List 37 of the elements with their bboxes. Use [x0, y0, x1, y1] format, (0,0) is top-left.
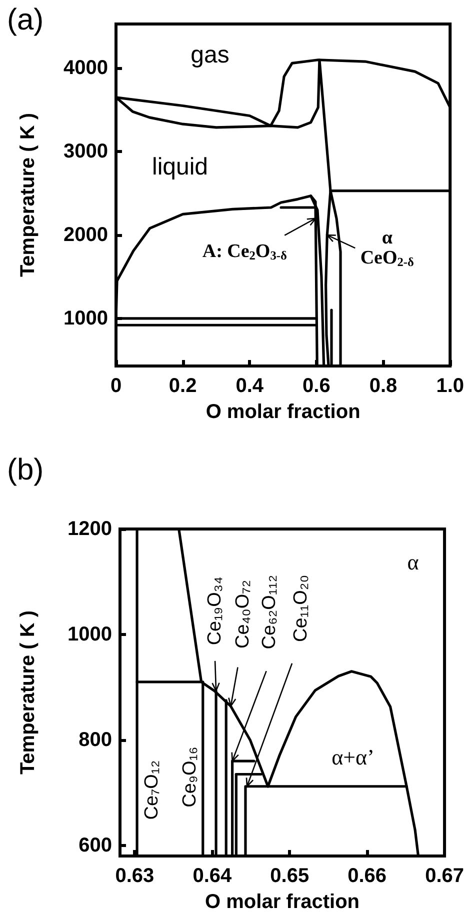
annotation: α [407, 550, 420, 574]
x-tick-label: 0.4 [236, 375, 264, 397]
x-tick-label: 0.63 [115, 865, 154, 887]
x-tick-label: 0.66 [348, 865, 387, 887]
x-tick-label: 0.2 [168, 375, 197, 397]
annotation: α CeO2-δ [360, 228, 414, 269]
annotation: Ce₉O₁₆ [180, 746, 200, 808]
x-axis-title: O molar fraction [206, 401, 360, 423]
y-tick-label: 4000 [64, 57, 108, 80]
annotation: Ce₄₀O₇₂ [232, 580, 254, 649]
y-tick-label: 1000 [64, 307, 108, 330]
x-tick-label: 0 [110, 375, 122, 397]
annotation: Ce₇O₁₂ [142, 760, 162, 820]
x-tick-label: 0.67 [425, 865, 464, 887]
y-axis-title: Temperature ( K ) [17, 112, 39, 278]
annotation: Ce₁₉O₃₄ [204, 576, 226, 646]
x-tick-label: 0.65 [270, 865, 310, 887]
y-tick-label: 1200 [68, 518, 112, 540]
y-tick-label: 2000 [64, 224, 108, 246]
annotation: α+α’ [332, 744, 374, 770]
x-tick-label: 1.0 [436, 375, 464, 397]
y-tick-label: 3000 [64, 140, 108, 163]
annotation: Ce₁₁O₂₀ [290, 574, 312, 642]
x-axis-title: O molar fraction [205, 891, 360, 913]
y-tick-label: 1000 [68, 623, 112, 646]
x-tick-label: 0.64 [192, 865, 233, 887]
chart-title: (b) [7, 454, 44, 486]
annotation: Ce₆₂O₁₁₂ [258, 574, 280, 650]
annotation: gas [190, 42, 230, 68]
x-tick-label: 0.6 [302, 375, 330, 397]
x-tick-label: 0.8 [369, 375, 398, 397]
annotation: A: Ce2O3-δ [202, 240, 287, 262]
y-axis-title: Temperature ( K ) [17, 610, 39, 775]
annotation: liquid [152, 154, 208, 180]
chart-title: (a) [7, 4, 44, 36]
y-tick-label: 800 [78, 728, 112, 751]
y-tick-label: 600 [78, 834, 112, 856]
